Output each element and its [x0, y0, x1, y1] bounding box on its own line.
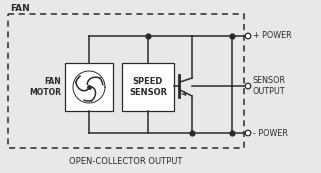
Text: FAN: FAN: [10, 4, 30, 13]
Bar: [65, 63, 113, 111]
Circle shape: [245, 33, 251, 39]
Bar: [122, 63, 174, 111]
Text: SENSOR
OUTPUT: SENSOR OUTPUT: [253, 76, 286, 96]
Text: + POWER: + POWER: [253, 31, 291, 40]
Bar: [8, 14, 244, 148]
Text: SPEED
SENSOR: SPEED SENSOR: [129, 77, 167, 97]
Circle shape: [245, 83, 251, 89]
Text: OPEN-COLLECTOR OUTPUT: OPEN-COLLECTOR OUTPUT: [69, 157, 183, 166]
Text: - POWER: - POWER: [253, 129, 288, 138]
Circle shape: [245, 130, 251, 136]
Text: FAN
MOTOR: FAN MOTOR: [29, 77, 61, 97]
